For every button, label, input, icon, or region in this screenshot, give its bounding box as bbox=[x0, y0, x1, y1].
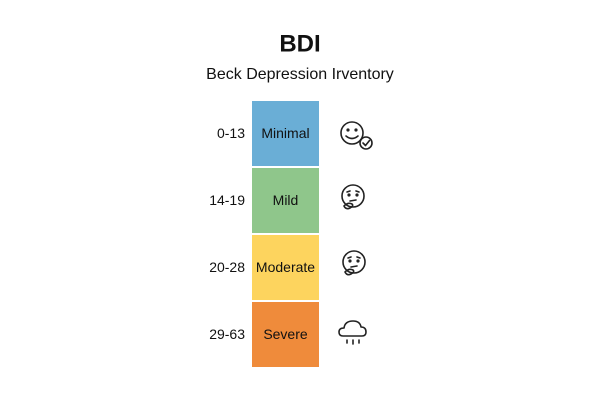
title: BDI bbox=[279, 30, 320, 57]
level-label: Minimal bbox=[261, 125, 309, 141]
level-box bbox=[252, 302, 319, 367]
icon-smile-check bbox=[340, 121, 373, 150]
level-range: 29-63 bbox=[209, 326, 245, 342]
icon-rain-cloud bbox=[338, 320, 367, 345]
level-box bbox=[252, 168, 319, 233]
level-range: 20-28 bbox=[209, 259, 245, 275]
level-box bbox=[252, 101, 319, 166]
icon-thinking bbox=[342, 250, 366, 276]
subtitle: Beck Depression Irventory bbox=[206, 66, 394, 83]
level-range: 14-19 bbox=[209, 192, 245, 208]
level-label: Moderate bbox=[256, 259, 315, 275]
level-box bbox=[252, 235, 319, 300]
level-label: Mild bbox=[273, 192, 299, 208]
level-range: 0-13 bbox=[217, 125, 245, 141]
icon-thinking bbox=[341, 184, 365, 210]
level-label: Severe bbox=[263, 326, 308, 342]
